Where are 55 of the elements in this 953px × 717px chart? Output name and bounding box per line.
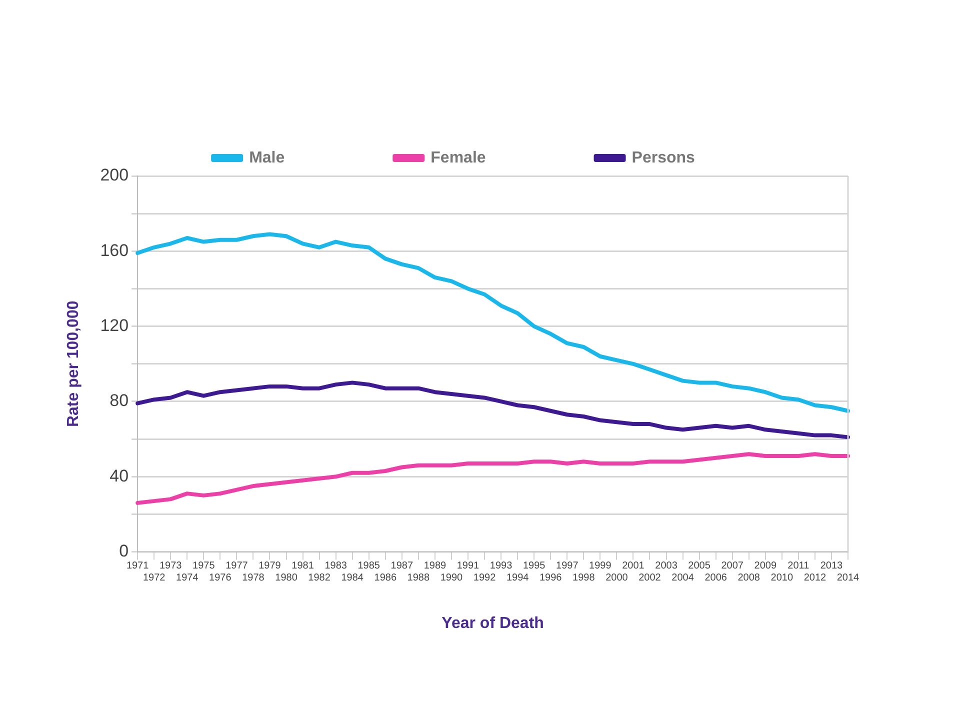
x-tick-label: 1989 [424,560,447,572]
x-tick-label: 1979 [258,560,282,572]
x-tick-label: 1998 [572,572,596,584]
x-tick-label: 2013 [820,560,844,572]
x-tick-label: 2007 [721,560,744,572]
x-tick-label: 2010 [770,572,794,584]
x-tick-label: 1981 [292,560,314,572]
x-tick-label: 1980 [275,572,298,584]
x-tick-label: 1996 [539,572,562,584]
x-tick-label: 1990 [440,572,464,584]
y-tick-label: 160 [100,240,129,260]
y-tick-label: 200 [100,166,129,185]
x-tick-label: 1973 [159,560,182,572]
x-tick-label: 1974 [176,572,199,584]
x-tick-label: 1988 [407,572,430,584]
y-tick-label: 80 [110,391,129,410]
legend-label: Persons [632,149,696,166]
x-tick-label: 1995 [522,560,546,572]
x-tick-label: 2000 [606,572,628,584]
x-tick-label: 1976 [209,572,232,584]
x-axis-title: Year of Death [442,614,544,632]
y-tick-label: 120 [100,316,129,336]
y-tick-label: 0 [119,541,129,560]
x-tick-label: 2012 [804,572,827,584]
x-tick-label: 1999 [589,560,612,572]
x-tick-label: 1983 [324,560,348,572]
legend-label: Female [430,149,486,166]
x-tick-label: 1985 [358,560,380,572]
x-tick-label: 1971 [126,560,150,572]
x-tick-label: 2006 [704,572,728,584]
x-tick-label: 2014 [836,572,860,584]
x-tick-label: 2003 [655,560,678,572]
x-tick-label: 2011 [788,560,810,572]
x-tick-label: 1977 [226,560,248,572]
x-tick-label: 1978 [242,572,265,584]
x-tick-label: 1986 [374,572,397,584]
y-axis-title: Rate per 100,000 [65,300,82,428]
legend-label: Male [249,149,285,166]
x-tick-label: 1991 [456,560,480,572]
x-tick-label: 1982 [308,572,331,584]
x-tick-label: 1975 [192,560,216,572]
x-tick-label: 2002 [638,572,662,584]
x-tick-label: 2009 [754,560,777,572]
x-tick-label: 1992 [473,572,496,584]
x-tick-label: 1997 [556,560,579,572]
x-tick-label: 2004 [672,572,694,584]
x-tick-label: 2005 [688,560,711,572]
x-tick-label: 1987 [390,560,414,572]
x-tick-label: 1994 [506,572,530,584]
x-tick-label: 1984 [341,572,364,584]
x-tick-label: 1993 [490,560,513,572]
y-tick-label: 40 [110,466,129,486]
x-tick-label: 2008 [738,572,760,584]
x-tick-label: 2001 [622,560,645,572]
x-tick-label: 1972 [142,572,166,584]
